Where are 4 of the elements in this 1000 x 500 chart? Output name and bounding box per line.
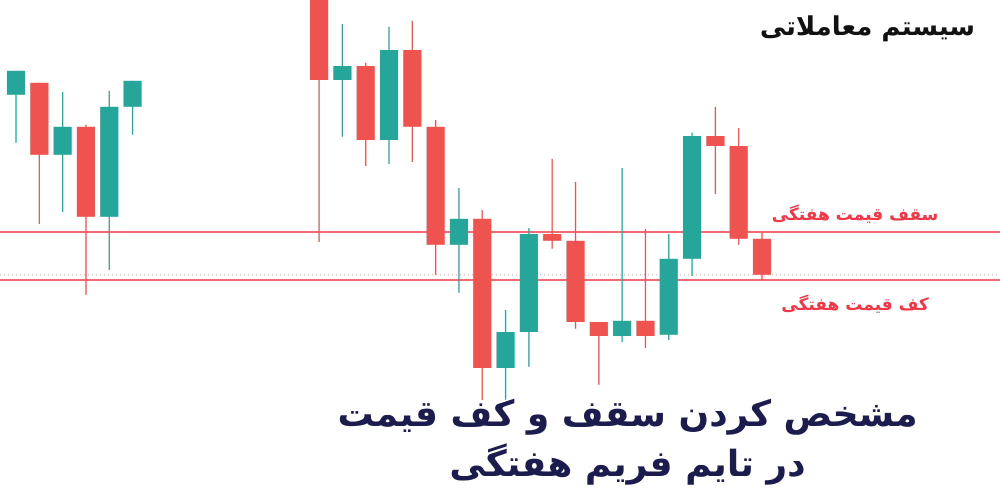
ref-line-label: کف قیمت هفتگی	[781, 294, 929, 315]
text: سیستم معاملاتی	[760, 12, 975, 42]
ref-line-label: سقف قیمت هفتگی	[772, 204, 938, 225]
annotation: مشخص کردن سقف و کف قیمت در تایم فریم هفتگی	[336, 393, 919, 487]
